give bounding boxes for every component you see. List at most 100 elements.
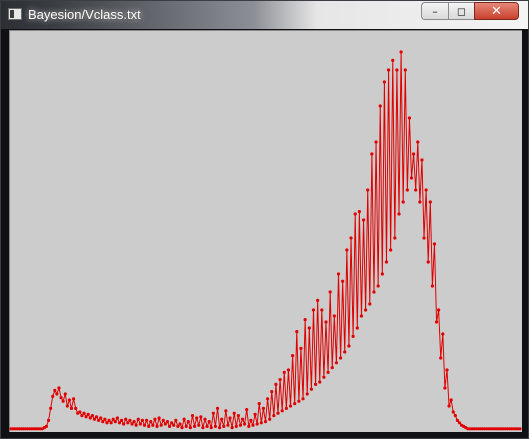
data-point	[416, 140, 420, 144]
data-point	[46, 418, 51, 422]
data-point	[449, 398, 453, 402]
data-point	[220, 417, 224, 421]
data-point	[155, 424, 159, 428]
data-point	[518, 427, 522, 431]
data-point	[457, 421, 462, 425]
data-point	[195, 416, 199, 420]
data-point	[405, 188, 409, 192]
data-point	[288, 404, 293, 408]
data-point	[299, 346, 303, 350]
data-point	[301, 397, 305, 401]
data-point	[339, 356, 343, 360]
data-point	[90, 414, 94, 418]
data-point	[291, 354, 295, 358]
data-point	[286, 368, 291, 372]
data-point	[403, 68, 407, 72]
data-point	[368, 302, 372, 306]
data-point	[234, 424, 238, 428]
data-point	[136, 417, 140, 421]
data-point	[119, 418, 124, 422]
data-point	[65, 404, 69, 408]
data-point	[324, 320, 328, 324]
data-point	[393, 236, 397, 240]
data-point	[443, 386, 447, 390]
data-point	[384, 260, 389, 264]
data-point	[205, 424, 209, 428]
data-point	[372, 290, 376, 294]
data-point	[424, 188, 428, 192]
data-point	[197, 423, 201, 427]
app-window-icon[interactable]	[8, 8, 22, 20]
data-point	[57, 386, 61, 390]
data-point	[61, 399, 65, 403]
data-point	[453, 414, 457, 418]
data-point	[170, 421, 174, 425]
data-point	[386, 68, 391, 72]
data-point	[222, 424, 226, 428]
data-point	[130, 422, 134, 426]
data-point	[357, 210, 361, 214]
data-point	[247, 424, 251, 428]
data-point	[224, 409, 228, 413]
data-point	[270, 390, 274, 394]
data-point	[182, 417, 186, 421]
data-point	[265, 397, 270, 401]
data-point	[422, 236, 426, 240]
data-point	[439, 356, 443, 360]
line-chart	[9, 50, 522, 431]
data-point	[389, 248, 393, 252]
data-point	[99, 416, 103, 420]
data-point	[428, 200, 432, 204]
data-point	[178, 422, 182, 426]
data-point	[115, 416, 119, 420]
data-point	[261, 406, 266, 410]
data-point	[88, 416, 92, 420]
maximize-button[interactable]: ◻	[448, 2, 474, 20]
data-point	[397, 212, 401, 216]
data-point	[59, 396, 63, 400]
data-point	[147, 424, 151, 428]
data-point	[176, 424, 180, 428]
title-bar[interactable]: Bayesion/Vclass.txt – ◻ ✕	[1, 1, 528, 29]
minimize-button[interactable]: –	[421, 2, 448, 20]
data-point	[86, 412, 90, 416]
data-point	[370, 152, 374, 156]
data-point	[274, 382, 278, 386]
data-point	[351, 334, 355, 338]
data-point	[138, 422, 142, 426]
data-point	[276, 411, 280, 415]
data-point	[84, 415, 88, 419]
data-point	[192, 424, 197, 428]
data-point	[330, 366, 334, 370]
data-point	[163, 422, 167, 426]
data-point	[316, 298, 320, 302]
data-point	[399, 50, 403, 54]
data-point	[245, 408, 249, 412]
data-point	[253, 412, 257, 416]
data-point	[186, 420, 190, 424]
data-point	[105, 421, 109, 425]
data-point	[259, 421, 263, 425]
data-point	[282, 370, 286, 374]
data-point	[349, 236, 353, 240]
data-point	[334, 361, 339, 365]
data-point	[128, 418, 132, 422]
data-point	[412, 152, 416, 156]
data-point	[236, 414, 240, 418]
data-point	[55, 392, 59, 396]
plot-area	[9, 30, 522, 432]
data-point	[395, 68, 399, 72]
data-point	[122, 422, 126, 426]
data-point	[124, 417, 128, 421]
data-point	[401, 200, 405, 204]
data-point	[451, 410, 455, 414]
data-point	[328, 290, 332, 294]
data-point	[199, 415, 203, 419]
data-point	[44, 424, 49, 428]
data-point	[63, 392, 67, 396]
data-point	[305, 392, 309, 396]
data-point	[67, 398, 72, 402]
data-point	[257, 402, 261, 406]
close-button[interactable]: ✕	[474, 2, 519, 20]
data-point	[207, 420, 211, 424]
